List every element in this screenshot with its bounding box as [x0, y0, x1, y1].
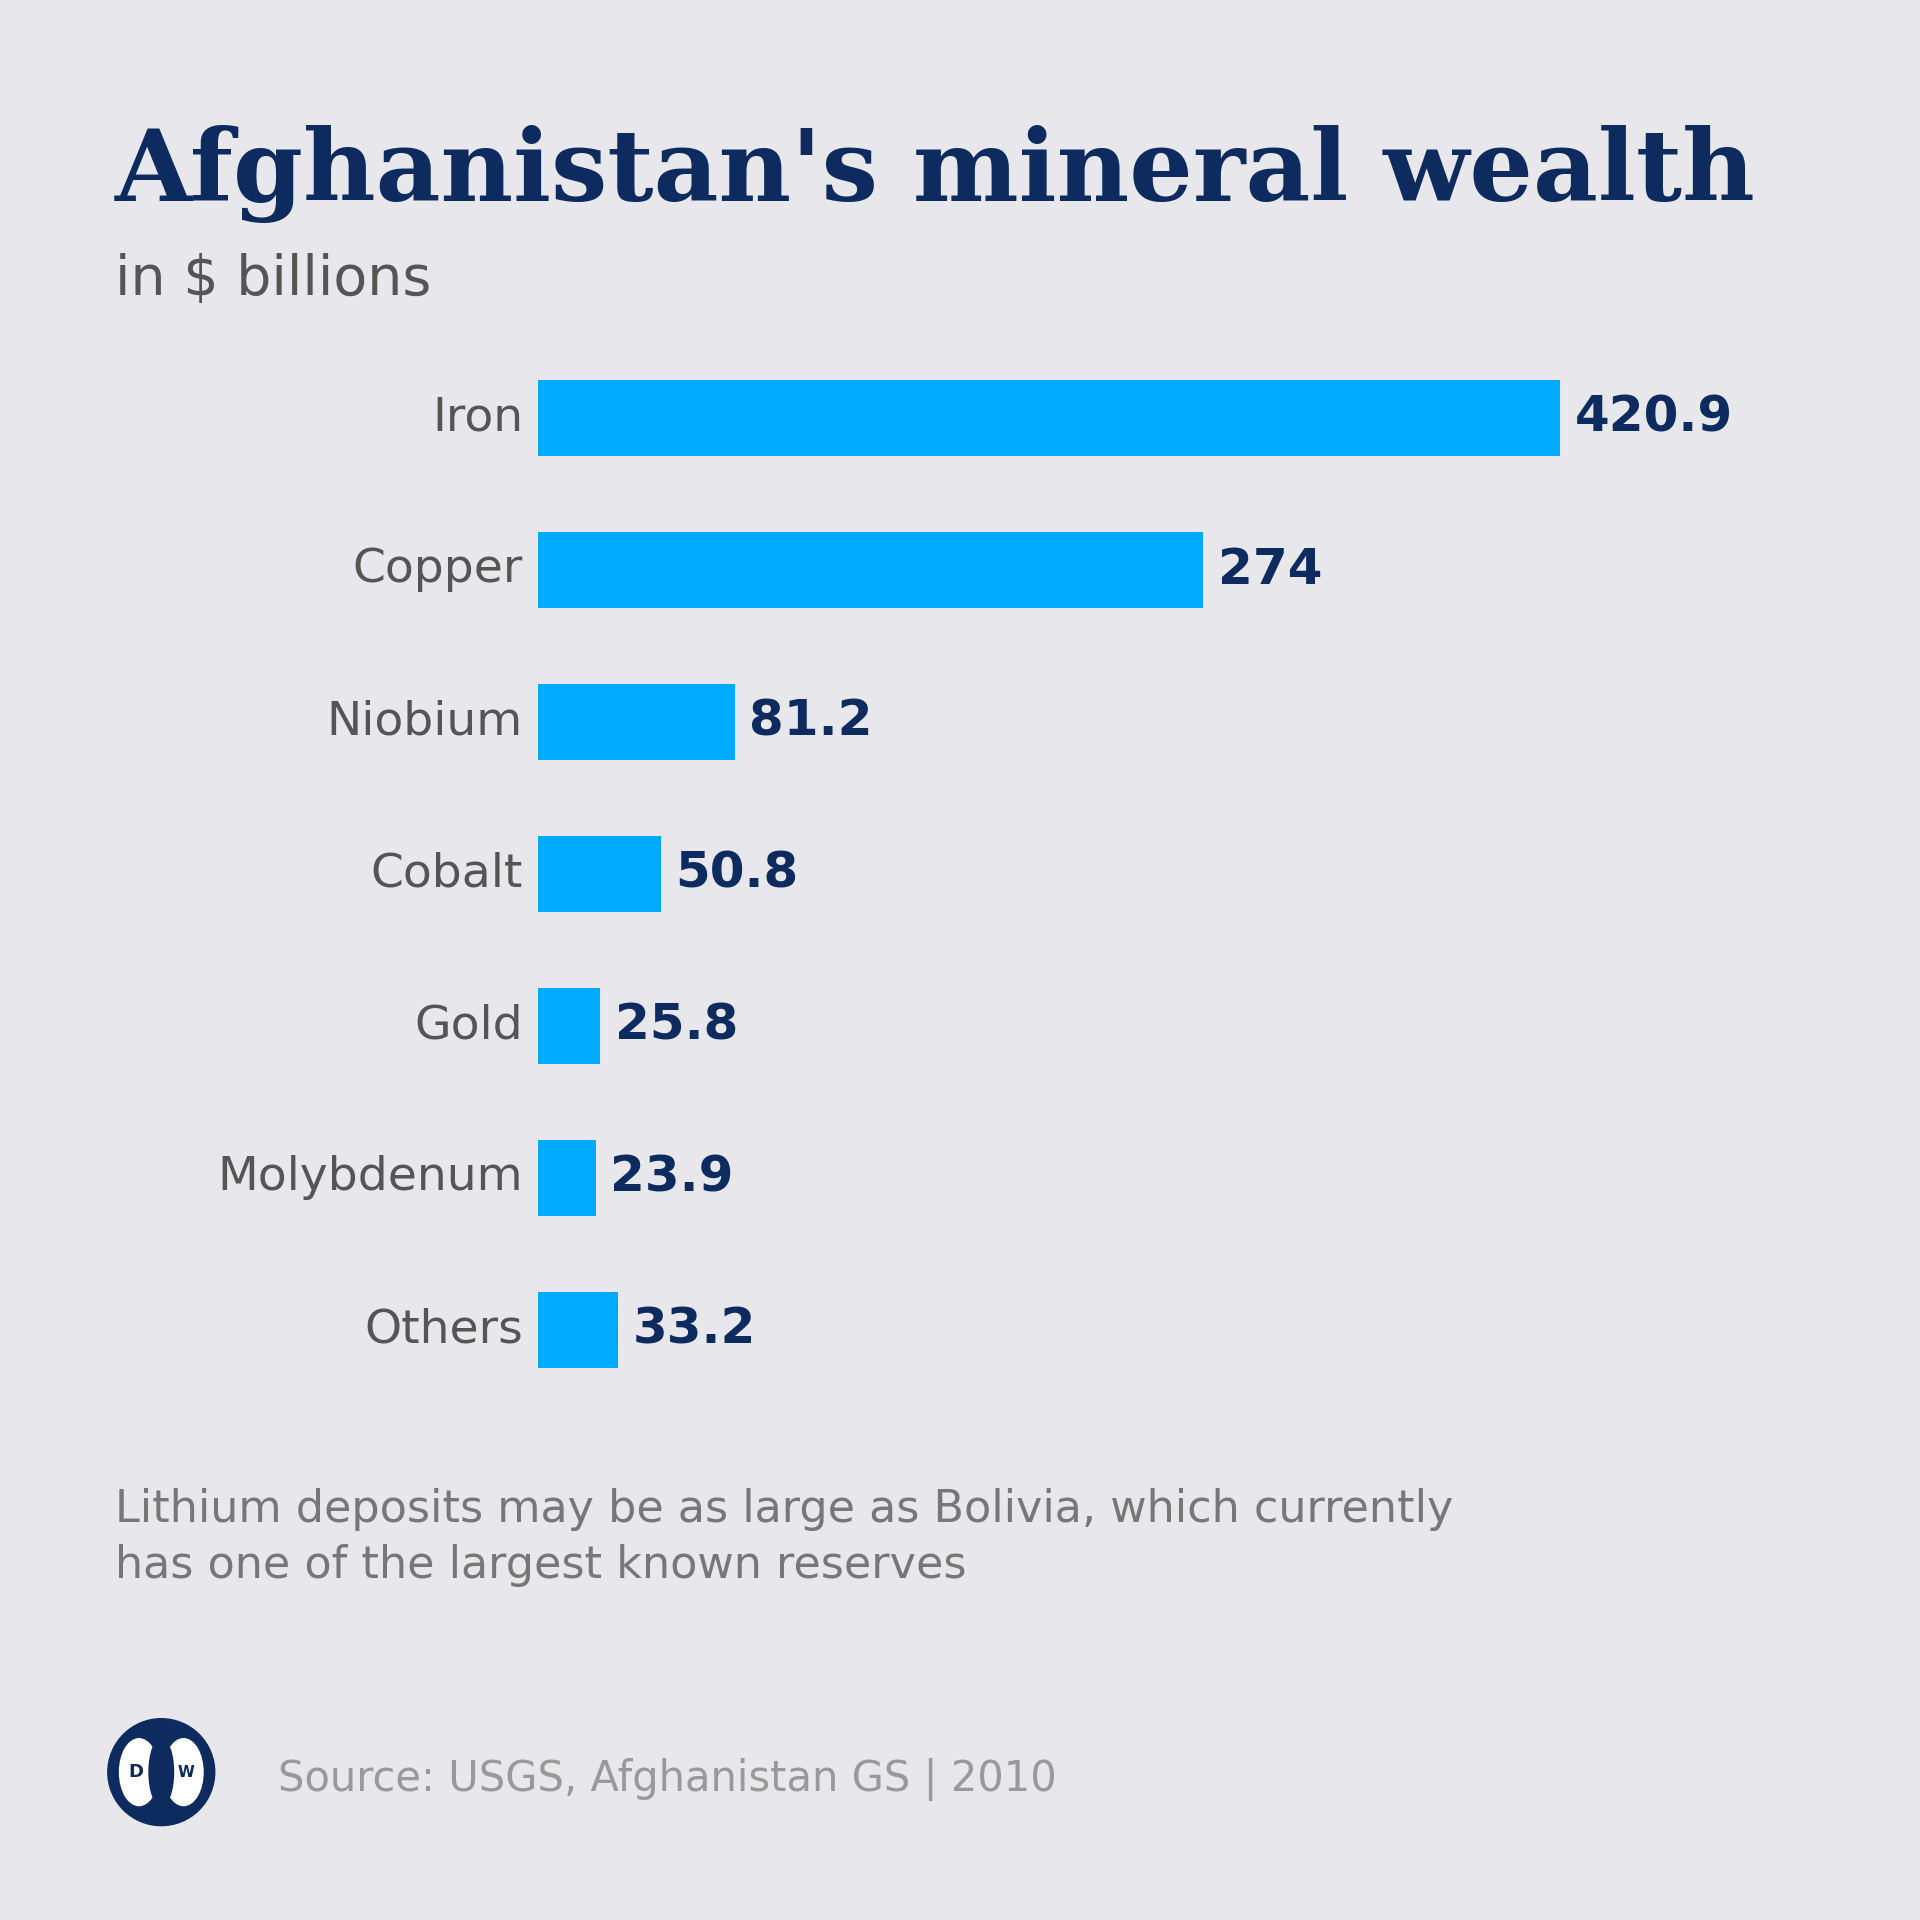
Text: Iron: Iron — [432, 396, 522, 440]
Text: W: W — [177, 1764, 194, 1780]
Text: Copper: Copper — [353, 547, 522, 591]
Text: 420.9: 420.9 — [1574, 394, 1734, 442]
Text: Niobium: Niobium — [326, 699, 522, 745]
Text: Source: USGS, Afghanistan GS | 2010: Source: USGS, Afghanistan GS | 2010 — [278, 1759, 1058, 1801]
Bar — [538, 987, 601, 1064]
Text: Gold: Gold — [415, 1002, 522, 1048]
Text: 81.2: 81.2 — [749, 697, 874, 745]
Bar — [538, 532, 1204, 607]
Text: Lithium deposits may be as large as Bolivia, which currently: Lithium deposits may be as large as Boli… — [115, 1488, 1453, 1530]
Ellipse shape — [150, 1740, 173, 1805]
Bar — [538, 684, 735, 760]
Bar — [538, 1292, 618, 1367]
Text: 25.8: 25.8 — [614, 1002, 737, 1050]
Text: D: D — [129, 1763, 144, 1782]
Bar — [538, 835, 660, 912]
Text: 23.9: 23.9 — [611, 1154, 733, 1202]
Ellipse shape — [163, 1740, 204, 1805]
Bar — [538, 380, 1561, 455]
Text: Others: Others — [365, 1308, 522, 1352]
Text: 50.8: 50.8 — [676, 849, 799, 897]
Text: Molybdenum: Molybdenum — [217, 1156, 522, 1200]
Text: Cobalt: Cobalt — [371, 851, 522, 897]
Text: has one of the largest known reserves: has one of the largest known reserves — [115, 1544, 966, 1586]
Text: 274: 274 — [1217, 545, 1323, 593]
Circle shape — [108, 1718, 215, 1826]
Bar — [538, 1140, 595, 1215]
Text: Afghanistan's mineral wealth: Afghanistan's mineral wealth — [115, 125, 1757, 223]
Text: in $ billions: in $ billions — [115, 253, 432, 307]
Text: 33.2: 33.2 — [634, 1306, 756, 1354]
Ellipse shape — [119, 1740, 159, 1805]
